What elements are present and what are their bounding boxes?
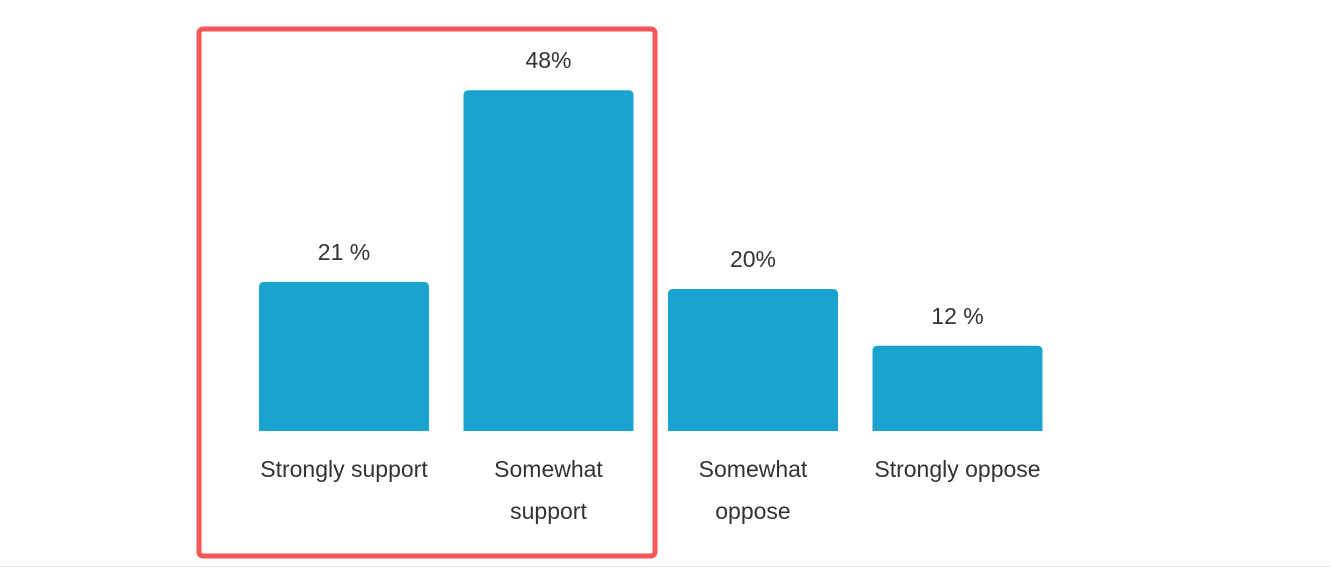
value-label: 20% [730,246,776,272]
category-label: Strongly support [260,456,428,482]
category-label: Somewhat support [494,456,603,524]
highlight-box [196,26,658,559]
value-label: 12 % [931,303,983,329]
value-label: 48% [525,47,571,73]
category-label: Somewhat oppose [698,456,808,524]
category-label: Strongly oppose [874,456,1041,482]
value-label: 21 % [318,239,370,265]
bar [259,281,429,431]
bar [668,289,838,431]
bar [872,345,1043,431]
bar [463,90,634,431]
